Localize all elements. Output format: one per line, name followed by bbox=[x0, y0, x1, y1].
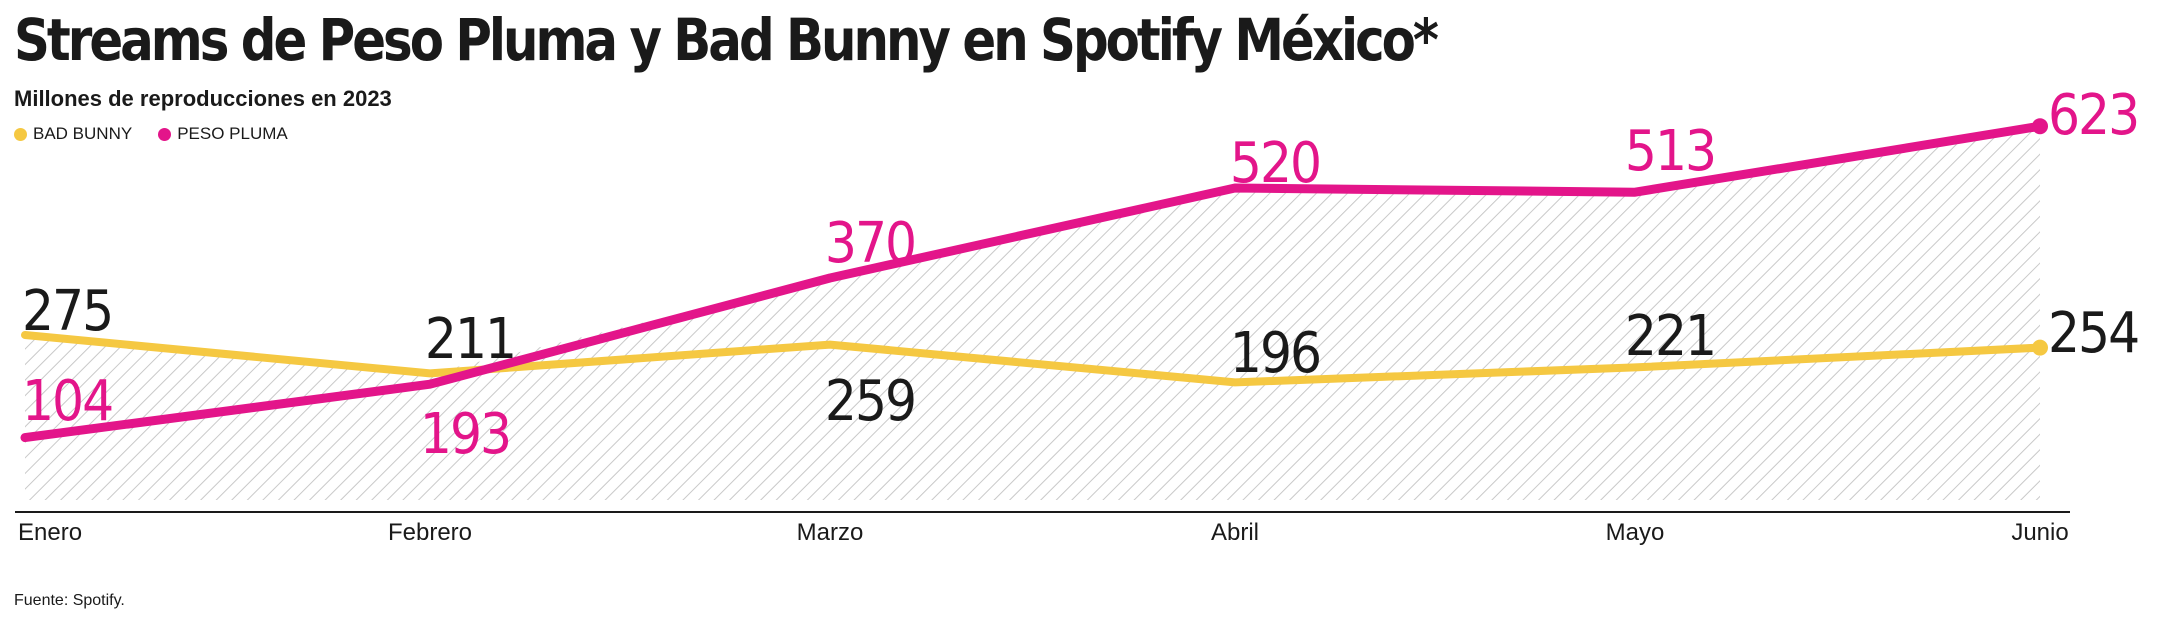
x-tick-label-febrero: Febrero bbox=[388, 519, 472, 546]
legend-item-bad-bunny: BAD BUNNY bbox=[14, 124, 132, 144]
legend-label-peso-pluma: PESO PLUMA bbox=[177, 124, 288, 143]
value-label-bad-bunny-febrero: 211 bbox=[425, 307, 515, 372]
x-tick-label-mayo: Mayo bbox=[1606, 519, 1665, 546]
legend-dot-bad-bunny-icon bbox=[14, 127, 27, 141]
series-lines-layer bbox=[20, 118, 2048, 443]
source-note: Fuente: Spotify. bbox=[14, 592, 125, 609]
chart-title: Streams de Peso Pluma y Bad Bunny en Spo… bbox=[14, 6, 1439, 74]
x-tick-label-abril: Abril bbox=[1211, 519, 1259, 546]
x-tick-label-junio: Junio bbox=[2011, 519, 2068, 546]
end-dot-bad-bunny bbox=[2032, 339, 2048, 356]
data-labels-layer: 275 211 259 196 221 254 104 193 370 520 513 623 bbox=[22, 83, 2140, 467]
value-label-bad-bunny-abril: 196 bbox=[1230, 321, 1320, 386]
value-label-peso-pluma-febrero: 193 bbox=[420, 402, 510, 467]
chart-legend: BAD BUNNY PESO PLUMA bbox=[14, 124, 314, 144]
series-line-peso-pluma bbox=[20, 121, 2045, 443]
series-line-bad-bunny bbox=[21, 331, 2044, 387]
legend-dot-peso-pluma-icon bbox=[158, 127, 172, 141]
value-label-bad-bunny-enero: 275 bbox=[22, 279, 112, 344]
value-label-peso-pluma-abril: 520 bbox=[1230, 131, 1320, 196]
legend-label-bad-bunny: BAD BUNNY bbox=[33, 124, 133, 143]
end-dot-peso-pluma bbox=[2032, 118, 2048, 135]
chart-hatched-area-layer bbox=[25, 126, 2040, 500]
chart-subtitle: Millones de reproducciones en 2023 bbox=[14, 86, 392, 111]
value-label-bad-bunny-marzo: 259 bbox=[825, 369, 915, 434]
x-axis: Enero Febrero Marzo Abril Mayo Junio bbox=[15, 511, 2070, 546]
value-label-peso-pluma-enero: 104 bbox=[22, 369, 112, 434]
value-label-peso-pluma-junio: 623 bbox=[2048, 83, 2138, 148]
x-tick-label-marzo: Marzo bbox=[797, 519, 864, 546]
value-label-peso-pluma-mayo: 513 bbox=[1625, 119, 1715, 184]
legend-item-peso-pluma: PESO PLUMA bbox=[158, 124, 288, 144]
x-tick-label-enero: Enero bbox=[18, 519, 82, 546]
value-label-bad-bunny-mayo: 221 bbox=[1625, 304, 1715, 369]
hatched-area bbox=[25, 126, 2040, 500]
value-label-bad-bunny-junio: 254 bbox=[2048, 301, 2138, 366]
value-label-peso-pluma-marzo: 370 bbox=[825, 211, 915, 276]
